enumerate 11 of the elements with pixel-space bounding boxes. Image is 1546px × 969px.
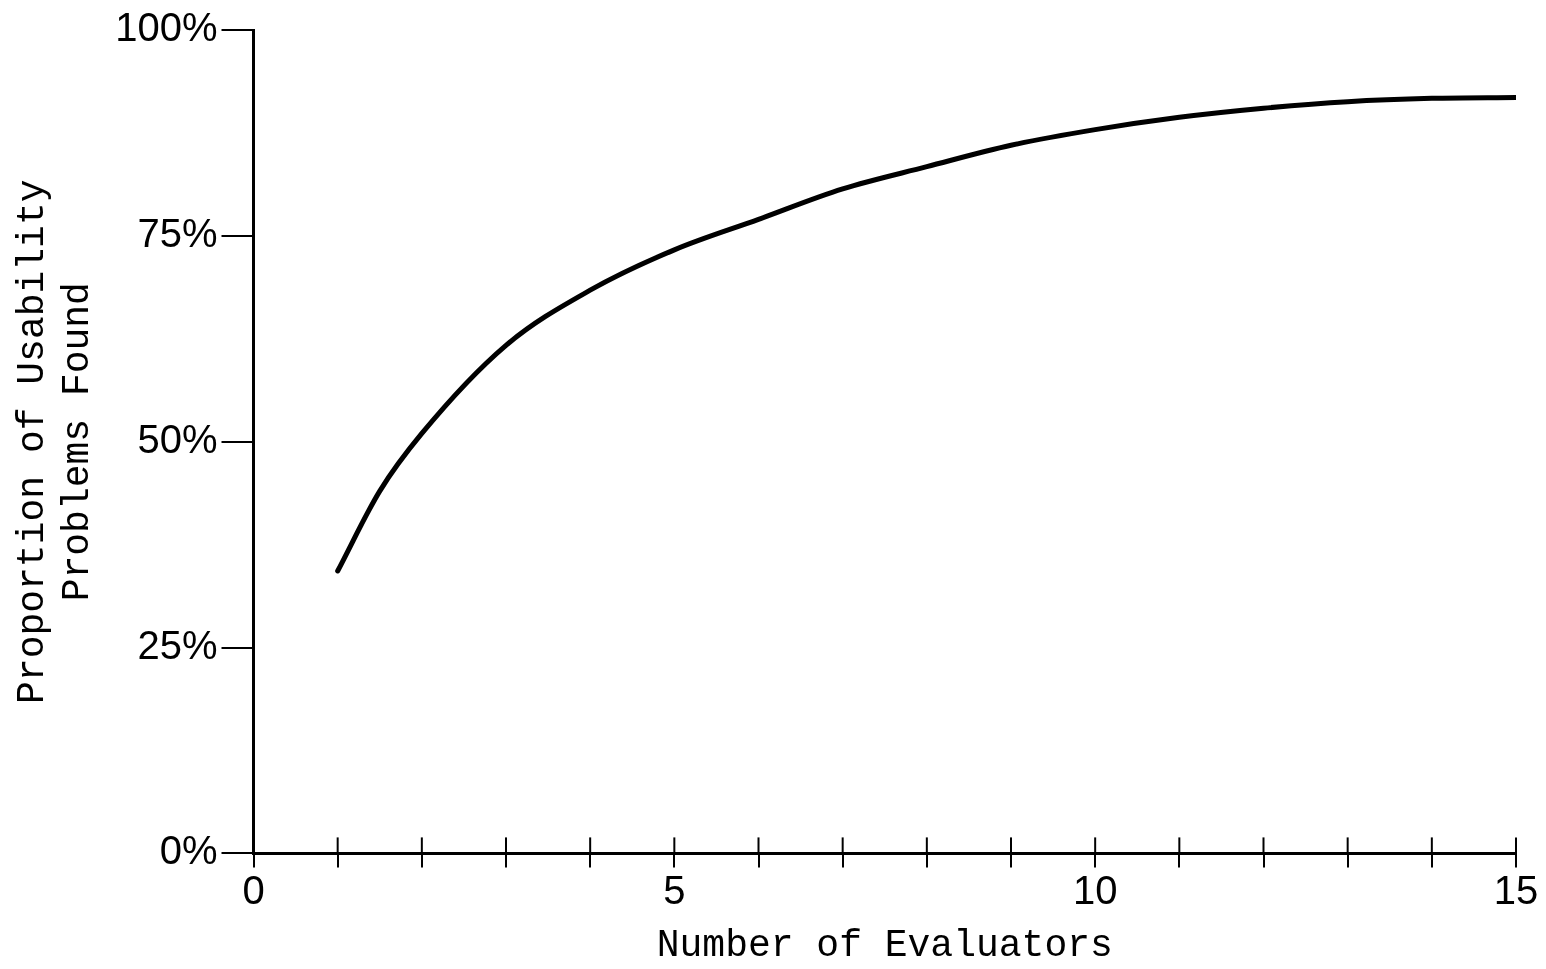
y-tick-label: 25% — [137, 622, 218, 667]
y-tick-label: 100% — [115, 5, 218, 50]
x-tick-label: 10 — [1072, 868, 1118, 913]
x-axis-title: Number of Evaluators — [656, 924, 1113, 968]
x-tick-label: 0 — [242, 868, 265, 913]
y-tick-label: 0% — [159, 828, 218, 873]
x-tick-label: 5 — [663, 868, 686, 913]
y-tick-label: 50% — [137, 416, 218, 461]
y-axis-title: Proportion of Usability Problems Found — [10, 179, 100, 704]
y-tick-label: 75% — [137, 210, 218, 255]
x-tick-label: 15 — [1493, 868, 1539, 913]
